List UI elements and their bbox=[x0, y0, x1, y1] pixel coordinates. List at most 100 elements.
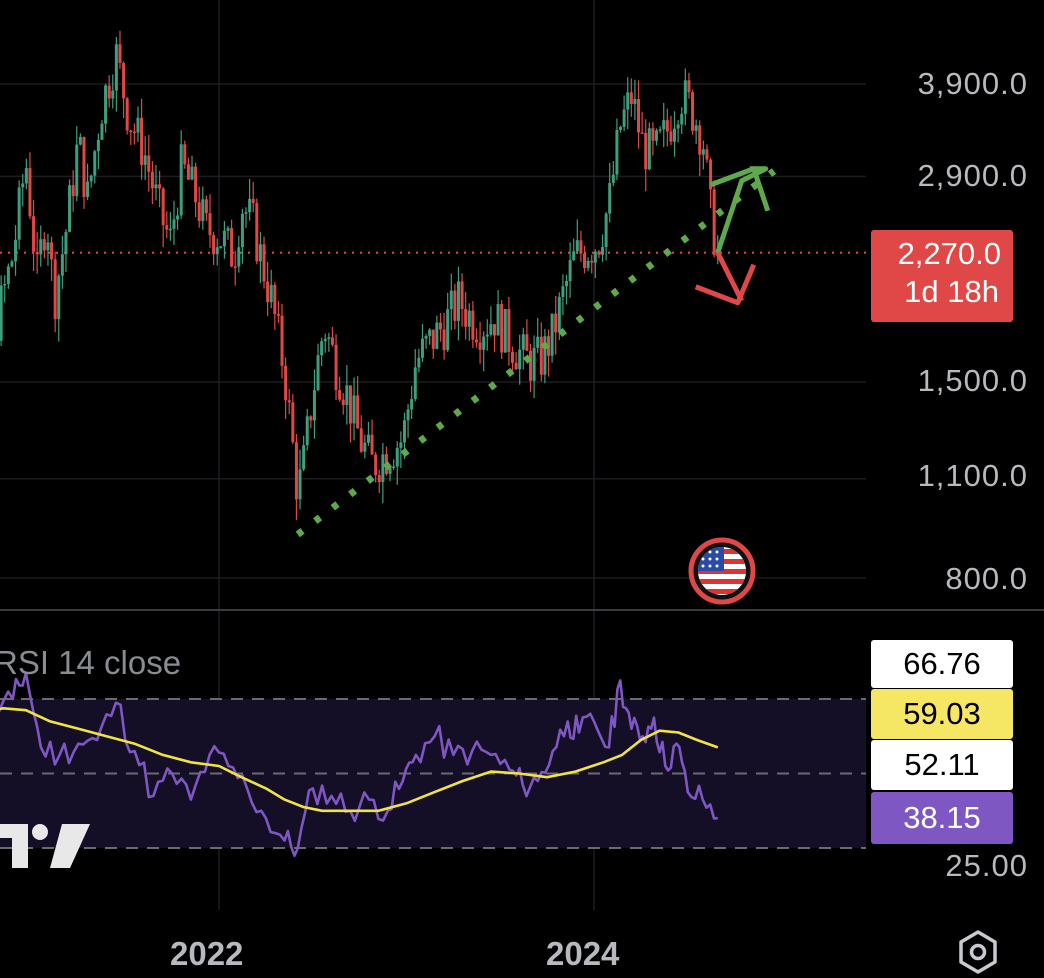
candle-body bbox=[543, 336, 547, 375]
rsi-ma-line bbox=[0, 706, 719, 813]
candle-body bbox=[276, 314, 280, 316]
candle-body bbox=[356, 395, 360, 429]
candle-body bbox=[28, 168, 32, 217]
candle-body bbox=[579, 240, 583, 254]
candle-body bbox=[240, 213, 244, 248]
candle-body bbox=[510, 352, 514, 363]
candle-body bbox=[132, 131, 136, 134]
candle-body bbox=[323, 338, 327, 342]
candle-body bbox=[287, 400, 291, 403]
chart-settings-icon[interactable] bbox=[954, 928, 1002, 976]
candle-body bbox=[165, 225, 169, 230]
candle-body bbox=[60, 254, 64, 276]
x-label-2024: 2024 bbox=[546, 935, 620, 972]
candle-body bbox=[96, 139, 100, 152]
candle-body bbox=[201, 199, 205, 222]
candle-body bbox=[673, 128, 677, 142]
us-flag-event-icon[interactable] bbox=[688, 537, 756, 605]
candle-body bbox=[3, 283, 7, 286]
candle-body bbox=[478, 342, 482, 350]
candle-body bbox=[687, 80, 691, 93]
candle-body bbox=[147, 155, 151, 172]
candle-body bbox=[233, 266, 237, 268]
candle-body bbox=[302, 445, 306, 470]
candle-body bbox=[284, 365, 288, 401]
candle-body bbox=[212, 235, 216, 255]
tradingview-logo-icon bbox=[0, 824, 90, 868]
candle-body bbox=[150, 171, 154, 189]
candle-body bbox=[705, 149, 709, 160]
candle-body bbox=[485, 334, 489, 337]
rsi-value-badge-3: 52.11 bbox=[871, 740, 1013, 790]
candle-body bbox=[377, 475, 381, 483]
candle-body bbox=[608, 183, 612, 214]
candle-body bbox=[680, 113, 684, 125]
candle-body bbox=[525, 334, 529, 351]
candle-body bbox=[330, 337, 334, 345]
candle-body bbox=[471, 310, 475, 340]
rsi-value-badge-4: 38.15 bbox=[871, 792, 1013, 844]
candle-body bbox=[676, 124, 680, 129]
candle-body bbox=[176, 215, 180, 220]
candle-body bbox=[208, 213, 212, 236]
candle-body bbox=[442, 329, 446, 351]
candle-body bbox=[611, 174, 615, 184]
candle-body bbox=[474, 339, 478, 343]
candle-body bbox=[572, 251, 576, 261]
price-tick-800: 800.0 bbox=[945, 561, 1028, 596]
candle-body bbox=[521, 334, 525, 350]
candle-body bbox=[669, 131, 673, 142]
current-price-value: 2,270.0 bbox=[897, 236, 1001, 271]
candle-body bbox=[593, 251, 597, 263]
candle-body bbox=[186, 164, 190, 180]
candle-body bbox=[568, 260, 572, 282]
candle-body bbox=[464, 308, 468, 327]
candle-body bbox=[161, 188, 165, 226]
candle-body bbox=[601, 246, 605, 255]
candle-body bbox=[640, 132, 644, 134]
candle-body bbox=[683, 80, 687, 114]
candle-body bbox=[392, 466, 396, 468]
rsi-indicator-title[interactable]: RSI 14 close bbox=[0, 644, 182, 681]
down-arrow-head bbox=[694, 263, 757, 306]
candle-body bbox=[294, 442, 298, 500]
candle-body bbox=[453, 290, 457, 321]
candle-body bbox=[438, 322, 442, 330]
candle-body bbox=[100, 123, 104, 140]
candle-body bbox=[168, 228, 172, 231]
candle-body bbox=[179, 144, 183, 216]
grid-lines bbox=[0, 0, 1044, 910]
candle-body bbox=[712, 189, 716, 255]
candle-body bbox=[68, 185, 72, 232]
candle-body bbox=[183, 144, 187, 165]
candle-body bbox=[565, 281, 569, 287]
candle-body bbox=[388, 467, 392, 474]
candle-body bbox=[158, 184, 162, 189]
candle-body bbox=[622, 109, 626, 127]
candle-body bbox=[629, 92, 633, 105]
candle-body bbox=[691, 92, 695, 131]
candle-body bbox=[694, 125, 698, 131]
candle-body bbox=[219, 246, 223, 248]
candle-body bbox=[230, 228, 234, 267]
candle-body bbox=[266, 281, 270, 303]
candle-body bbox=[312, 390, 316, 421]
candle-body bbox=[637, 98, 641, 133]
candle-body bbox=[215, 247, 219, 255]
candle-body bbox=[334, 344, 338, 390]
candle-body bbox=[701, 149, 705, 155]
candle-body bbox=[626, 92, 630, 110]
rsi-value-badge-2: 59.03 bbox=[871, 689, 1013, 739]
candle-body bbox=[536, 336, 540, 348]
candle-body bbox=[255, 203, 259, 262]
candle-body bbox=[320, 341, 324, 356]
candle-body bbox=[248, 198, 252, 213]
candle-body bbox=[698, 125, 702, 155]
candle-body bbox=[348, 385, 352, 424]
candle-body bbox=[327, 337, 331, 339]
candle-body bbox=[446, 309, 450, 351]
candle-body bbox=[374, 454, 378, 476]
candle-body bbox=[140, 117, 144, 165]
current-price-badge[interactable]: 2,270.0 1d 18h bbox=[871, 230, 1013, 322]
